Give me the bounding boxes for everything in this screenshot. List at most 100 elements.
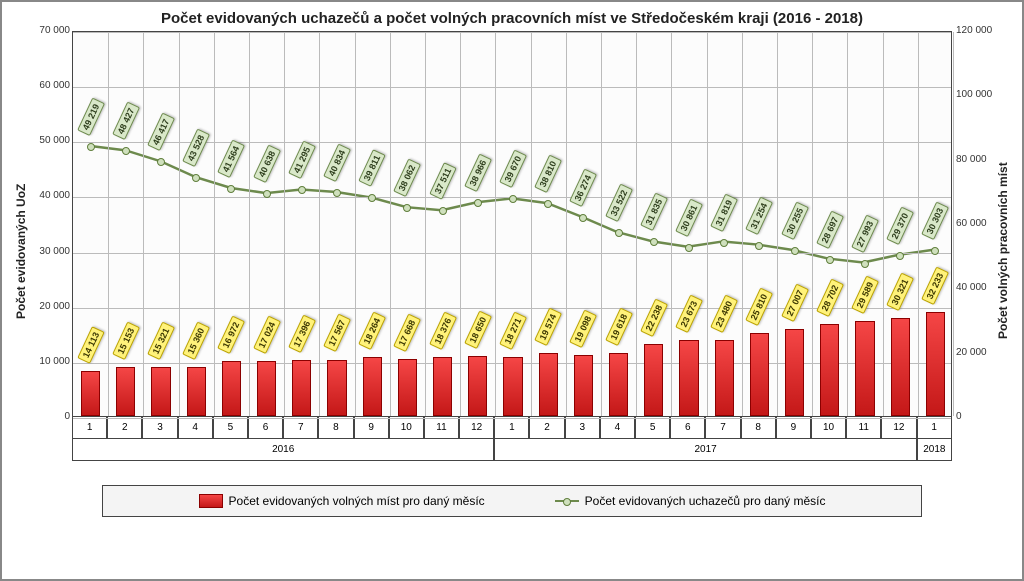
line-marker: [509, 195, 517, 203]
bar-data-label: 18 264: [358, 312, 386, 350]
line-marker: [931, 247, 939, 255]
bar: [222, 361, 241, 416]
x-tick-month: 7: [283, 417, 318, 439]
x-tick-month: 5: [635, 417, 670, 439]
x-tick-month: 10: [389, 417, 424, 439]
bar-data-label: 28 702: [816, 279, 844, 317]
line-data-label: 27 993: [851, 215, 879, 253]
gridline-v: [460, 32, 461, 416]
gridline-v: [425, 32, 426, 416]
line-marker: [192, 174, 200, 182]
chart-container: { "title": "Počet evidovaných uchazečů a…: [0, 0, 1024, 581]
line-data-label: 31 835: [640, 193, 668, 231]
line-marker: [157, 158, 165, 166]
line-marker: [826, 256, 834, 264]
bar: [574, 355, 593, 416]
x-tick-month: 11: [424, 417, 459, 439]
line-marker: [861, 260, 869, 268]
y-tick-left: 50 000: [30, 135, 70, 146]
line-marker: [439, 207, 447, 215]
bar-data-label: 16 972: [218, 316, 246, 354]
gridline-v: [601, 32, 602, 416]
bar-data-label: 18 271: [499, 312, 527, 350]
x-tick-month: 11: [846, 417, 881, 439]
y-axis-left-ticks: 010 00020 00030 00040 00050 00060 00070 …: [30, 31, 72, 471]
bar-data-label: 15 321: [147, 322, 175, 360]
gridline-h: [73, 87, 951, 88]
bar-data-label: 27 007: [781, 284, 809, 322]
line-data-label: 37 511: [429, 162, 456, 200]
bar: [81, 371, 100, 416]
x-tick-month: 10: [811, 417, 846, 439]
line-marker: [474, 199, 482, 207]
x-tick-month: 6: [248, 417, 283, 439]
x-tick-month: 9: [776, 417, 811, 439]
line-data-label: 30 303: [922, 202, 950, 240]
legend-label-applicants: Počet evidovaných uchazečů pro daný měsí…: [585, 494, 826, 508]
x-tick-month: 3: [565, 417, 600, 439]
chart-title: Počet evidovaných uchazečů a počet volný…: [12, 10, 1012, 27]
line-data-label: 38 966: [464, 154, 492, 192]
bar: [715, 340, 734, 416]
gridline-v: [179, 32, 180, 416]
bar: [398, 359, 417, 416]
line-marker: [615, 229, 623, 237]
line-marker: [333, 189, 341, 197]
bar: [503, 357, 522, 416]
bar-data-label: 15 360: [182, 322, 210, 360]
gridline-v: [390, 32, 391, 416]
gridline-h: [73, 418, 951, 419]
legend: Počet evidovaných volných míst pro daný …: [102, 485, 922, 517]
line-marker: [896, 252, 904, 260]
x-tick-year: 2018: [917, 439, 952, 461]
x-tick-month: 8: [741, 417, 776, 439]
x-axis: 1234567891011121234567891011121 20162017…: [72, 417, 952, 471]
line-data-label: 40 638: [253, 145, 281, 183]
bar-data-label: 22 238: [640, 299, 668, 337]
legend-swatch-line: [555, 500, 579, 502]
x-tick-year: 2017: [494, 439, 916, 461]
gridline-v: [847, 32, 848, 416]
line-data-label: 31 254: [746, 197, 774, 235]
y-tick-left: 40 000: [30, 190, 70, 201]
line-data-label: 41 564: [218, 140, 246, 178]
y-axis-right-label: Počet volných pracovních míst: [994, 31, 1012, 471]
line-data-label: 30 861: [675, 199, 703, 237]
y-axis-right-ticks: 020 00040 00060 00080 000100 000120 000: [952, 31, 994, 471]
line-marker: [298, 186, 306, 194]
x-tick-month: 1: [917, 417, 952, 439]
y-tick-left: 10 000: [30, 356, 70, 367]
y-tick-right: 40 000: [956, 282, 996, 293]
line-data-label: 36 274: [570, 169, 598, 207]
line-data-label: 30 255: [781, 202, 809, 240]
bar: [609, 353, 628, 416]
bar: [433, 357, 452, 416]
x-tick-month: 4: [600, 417, 635, 439]
x-tick-month: 12: [459, 417, 494, 439]
bar: [187, 367, 206, 416]
plot-area: 14 11315 15315 32115 36016 97217 02417 3…: [72, 31, 952, 417]
bar-data-label: 15 153: [112, 322, 140, 360]
chart-plot-wrap: Počet evidovaných UoZ 010 00020 00030 00…: [12, 31, 1012, 471]
bar: [855, 321, 874, 416]
bar-data-label: 23 673: [675, 295, 703, 333]
line-marker: [368, 194, 376, 202]
bar: [327, 360, 346, 417]
bar-data-label: 14 113: [77, 326, 104, 364]
y-tick-right: 20 000: [956, 347, 996, 358]
x-tick-year: 2016: [72, 439, 494, 461]
line-marker: [87, 143, 95, 151]
y-tick-right: 80 000: [956, 154, 996, 165]
y-tick-left: 60 000: [30, 80, 70, 91]
bar-data-label: 18 376: [429, 312, 457, 350]
x-tick-month: 5: [213, 417, 248, 439]
bar: [539, 353, 558, 416]
gridline-v: [531, 32, 532, 416]
gridline-v: [214, 32, 215, 416]
line-data-label: 28 697: [816, 211, 844, 249]
x-tick-month: 8: [318, 417, 353, 439]
y-axis-left-label: Počet evidovaných UoZ: [12, 31, 30, 471]
line-data-label: 39 670: [499, 150, 527, 188]
line-marker: [403, 204, 411, 212]
bar: [750, 333, 769, 416]
